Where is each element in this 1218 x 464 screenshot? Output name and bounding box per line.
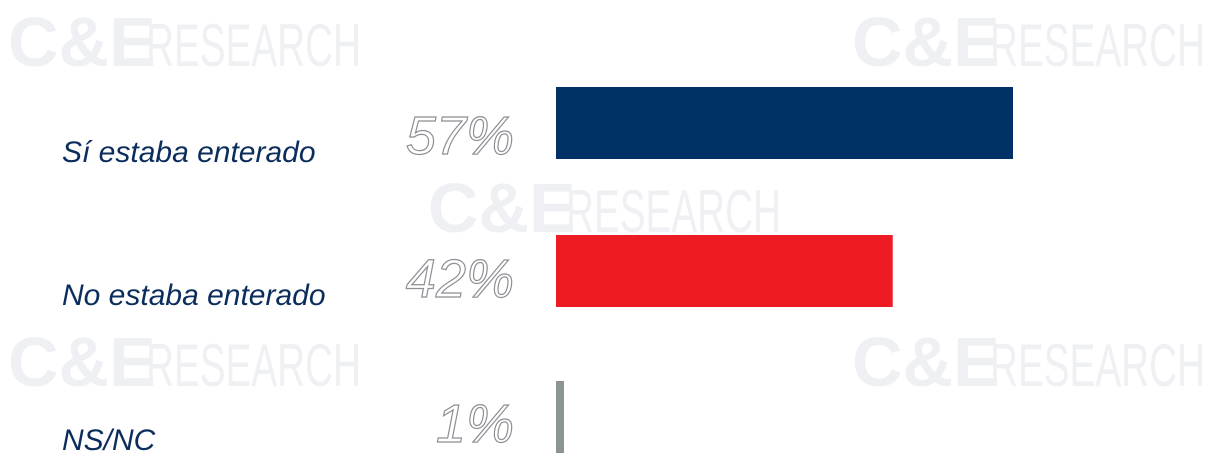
bar-3 bbox=[556, 381, 565, 453]
bar-1 bbox=[556, 87, 1013, 159]
svg-text:C&E: C&E bbox=[8, 323, 156, 401]
svg-text:RESEARCH: RESEARCH bbox=[990, 12, 1205, 79]
svg-text:RESEARCH: RESEARCH bbox=[566, 178, 781, 245]
bars-group: Sí estaba enterado 57% No estaba enterado 4… bbox=[62, 87, 1013, 457]
svg-text:C&E: C&E bbox=[852, 3, 1000, 81]
value-label: 1% bbox=[436, 394, 514, 454]
value-label: 57% bbox=[406, 106, 514, 166]
category-label: No estaba enterado bbox=[62, 279, 326, 312]
svg-text:RESEARCH: RESEARCH bbox=[146, 332, 361, 399]
value-label: 42% bbox=[406, 249, 514, 309]
svg-text:RESEARCH: RESEARCH bbox=[146, 12, 361, 79]
svg-text:RESEARCH: RESEARCH bbox=[990, 332, 1205, 399]
svg-text:C&E: C&E bbox=[428, 169, 576, 247]
bar-2 bbox=[556, 235, 893, 307]
svg-text:C&E: C&E bbox=[8, 3, 156, 81]
svg-text:C&E: C&E bbox=[852, 323, 1000, 401]
category-label: Sí estaba enterado bbox=[62, 136, 316, 169]
category-label: NS/NC bbox=[62, 424, 156, 457]
